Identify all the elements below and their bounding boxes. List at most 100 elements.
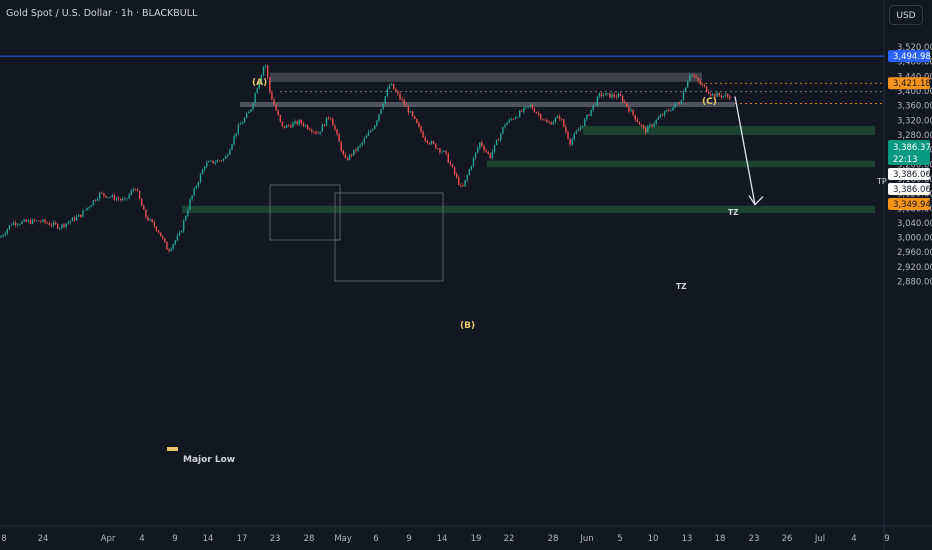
candle-body: [195, 186, 197, 189]
candle-body: [689, 74, 691, 81]
candle-body: [521, 110, 523, 112]
candle-body: [258, 81, 260, 89]
time-tick-label: 4: [851, 534, 856, 544]
candle-body: [4, 233, 6, 236]
candle-body: [613, 94, 615, 97]
candle-body: [666, 110, 668, 112]
price-tick-label: 3,400.00: [897, 87, 932, 97]
price-tick-label: 2,920.00: [897, 263, 932, 273]
candle-body: [546, 120, 548, 123]
candle-body: [210, 160, 212, 162]
candle-body: [556, 116, 559, 119]
candle-body: [340, 141, 342, 151]
candle-body: [296, 121, 298, 125]
demand-zone-1: [583, 125, 875, 135]
candle-body: [615, 96, 617, 98]
time-tick-label: 13: [682, 534, 693, 544]
secondary-price-label-2-bg: [888, 183, 930, 195]
candle-body: [260, 74, 263, 82]
candle-body: [105, 195, 107, 198]
candle-body: [567, 132, 569, 140]
candle-body: [594, 105, 596, 106]
candle-body: [107, 196, 109, 198]
currency-button[interactable]: USD: [889, 5, 923, 25]
candle-body: [489, 153, 491, 158]
candle-body: [586, 114, 588, 120]
candle-body: [418, 123, 420, 127]
candle-body: [94, 200, 97, 201]
candle-body: [504, 125, 506, 128]
candle-body: [533, 108, 536, 113]
candle-body: [495, 140, 498, 145]
candle-body: [569, 139, 571, 145]
candle-body: [130, 190, 132, 195]
candle-body: [143, 205, 145, 210]
candle-body: [703, 84, 706, 87]
price-tick-label: 3,200.00: [897, 160, 932, 170]
candle-body: [663, 111, 666, 116]
price-tick-label: 2,960.00: [897, 248, 932, 258]
candle-body: [36, 220, 38, 222]
candle-body: [40, 221, 42, 223]
candle-body: [428, 142, 431, 144]
candle-body: [321, 124, 323, 132]
candle-body: [550, 122, 552, 125]
candle-body: [183, 220, 185, 231]
candle-body: [399, 93, 401, 100]
candle-body: [80, 214, 82, 217]
candle-body: [33, 219, 36, 221]
candle-body: [468, 169, 470, 176]
wave-label-c: (C): [702, 97, 717, 107]
candle-body: [292, 123, 294, 128]
candle-body: [401, 99, 403, 101]
candle-body: [403, 100, 405, 105]
candle-body: [451, 164, 454, 168]
candle-body: [575, 131, 578, 134]
candle-body: [132, 189, 134, 191]
candle-body: [516, 117, 519, 118]
candle-body: [334, 125, 336, 130]
candle-body: [512, 119, 515, 120]
candle-body: [393, 83, 395, 90]
candle-body: [71, 217, 74, 222]
candle-body: [325, 117, 328, 126]
time-tick-label: 28: [548, 534, 559, 544]
secondary-price-label-1: 3,386.06: [893, 170, 931, 180]
candle-body: [624, 101, 626, 103]
time-tick-label: 9: [406, 534, 411, 544]
candle-body: [241, 122, 244, 124]
candle-body: [388, 84, 391, 89]
candle-body: [365, 135, 368, 139]
candle-body: [523, 107, 525, 112]
candle-body: [103, 193, 105, 196]
candle-body: [348, 154, 351, 160]
candle-body: [640, 124, 643, 126]
candle-body: [48, 223, 50, 225]
candle-body: [540, 114, 542, 120]
time-tick-label: 17: [237, 534, 248, 544]
candle-body: [222, 158, 225, 161]
candle-body: [474, 152, 477, 158]
prev-close-price-label: 3,421.18: [893, 79, 931, 89]
candle-body: [52, 222, 55, 226]
time-tick-label: 8: [1, 534, 6, 544]
candle-body: [609, 93, 611, 98]
candle-body: [386, 88, 389, 97]
candle-body: [38, 220, 40, 222]
range-box-2: [334, 192, 444, 282]
candle-body: [378, 114, 380, 121]
candle-body: [619, 94, 622, 96]
candle-body: [178, 232, 181, 236]
candle-body: [351, 154, 353, 156]
candle-body: [651, 124, 653, 127]
candle-body: [456, 173, 458, 178]
candle-body: [477, 148, 479, 153]
candle-body: [304, 125, 307, 126]
candle-body: [290, 125, 292, 128]
price-tick-label: 3,520.00: [897, 43, 932, 53]
candle-body: [443, 150, 445, 152]
candle-body: [638, 121, 641, 125]
candle-body: [621, 95, 624, 102]
demand-zone-3: [182, 205, 875, 214]
